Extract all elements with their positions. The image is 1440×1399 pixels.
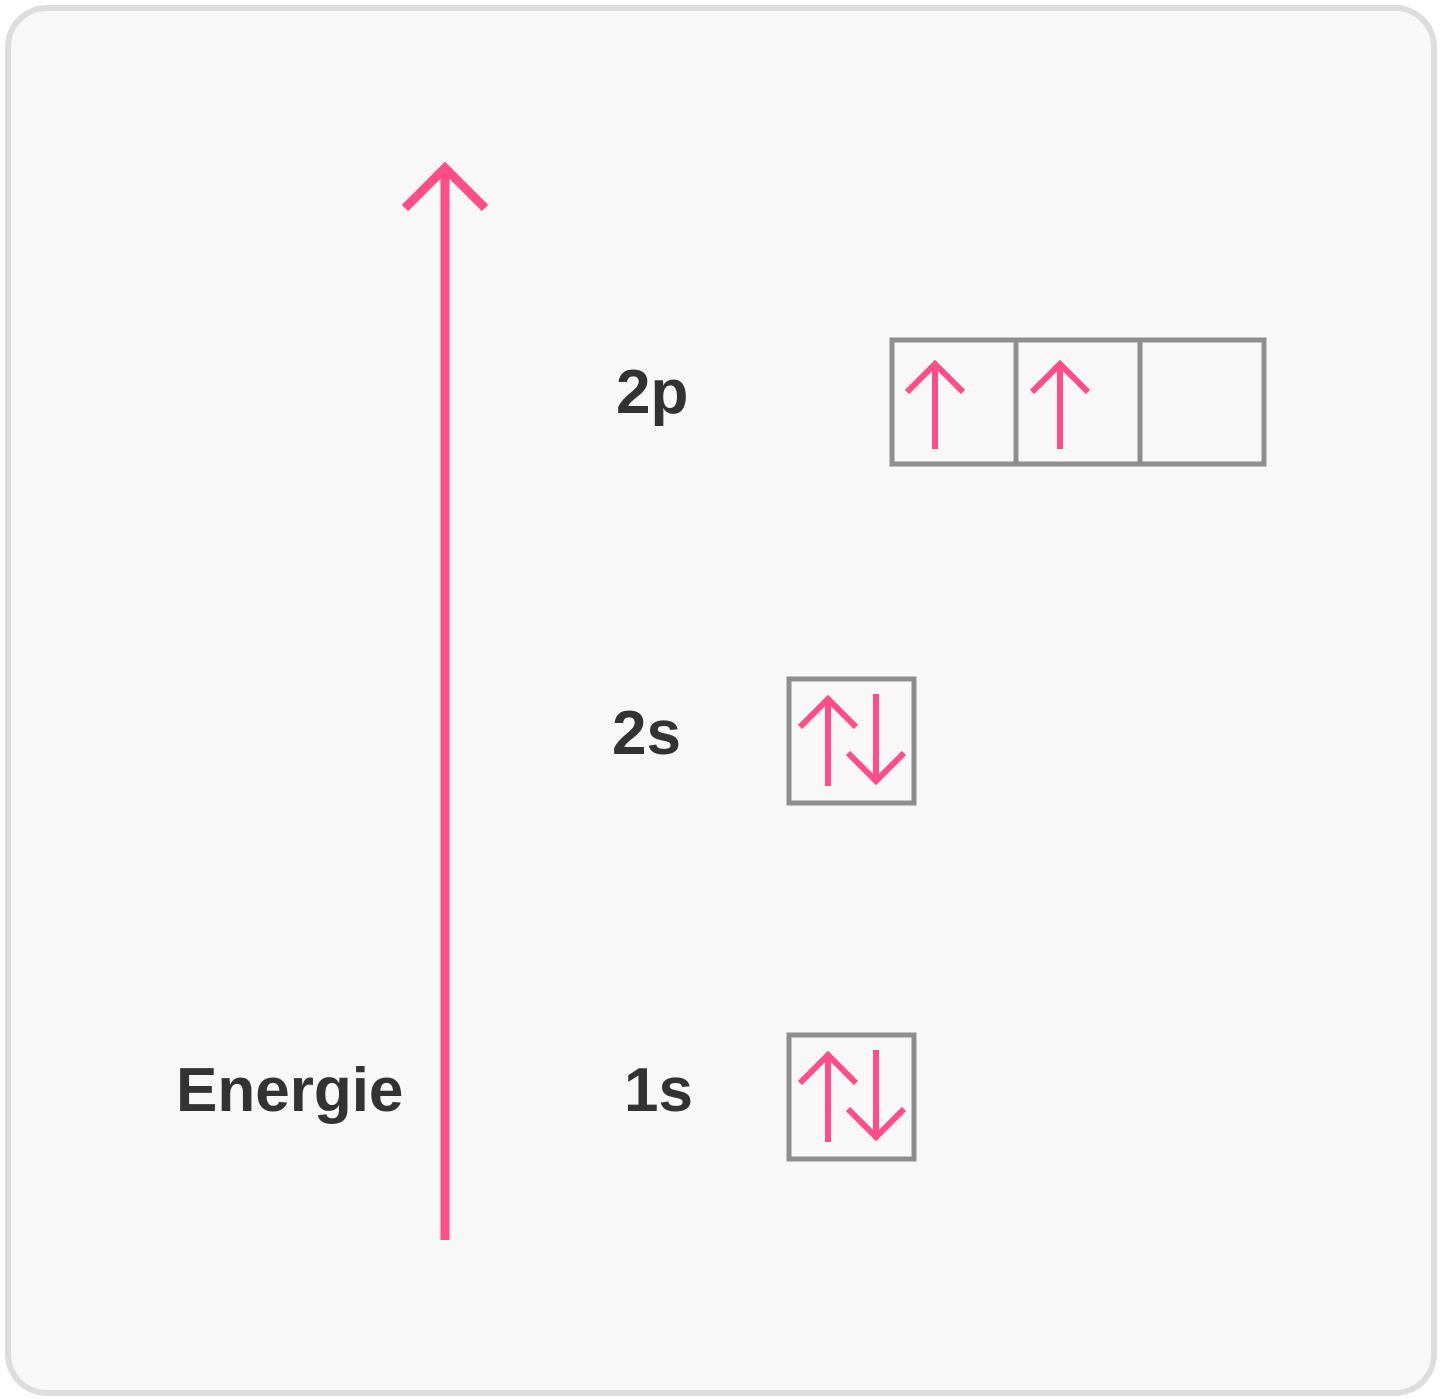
diagram-card <box>5 5 1437 1396</box>
orbital-1s-box <box>786 1032 917 1162</box>
electron-up-arrow <box>797 694 859 786</box>
orbital-2p-electrons <box>904 359 1091 449</box>
energy-axis-arrow <box>401 161 489 1240</box>
orbital-2p-box-1 <box>889 337 1019 467</box>
orbital-2p-label: 2p <box>616 358 689 427</box>
orbital-1s-electrons <box>797 1050 907 1142</box>
orbital-2p-box-2 <box>1013 337 1143 467</box>
electron-down-arrow <box>845 1050 907 1142</box>
electron-up-arrow <box>797 1050 859 1142</box>
orbital-2s-label: 2s <box>612 699 681 768</box>
energy-axis-label: Energie <box>176 1056 404 1125</box>
orbital-1s-label: 1s <box>624 1056 693 1125</box>
orbital-2p-box-3 <box>1137 337 1267 467</box>
orbital-2s-electrons <box>797 694 907 786</box>
orbital-2s-box <box>786 676 917 806</box>
electron-up-arrow <box>904 359 966 449</box>
orbital-2p-boxes <box>889 337 1267 467</box>
electron-down-arrow <box>845 694 907 786</box>
electron-up-arrow <box>1029 359 1091 449</box>
energy-axis-arrowhead <box>401 161 489 212</box>
